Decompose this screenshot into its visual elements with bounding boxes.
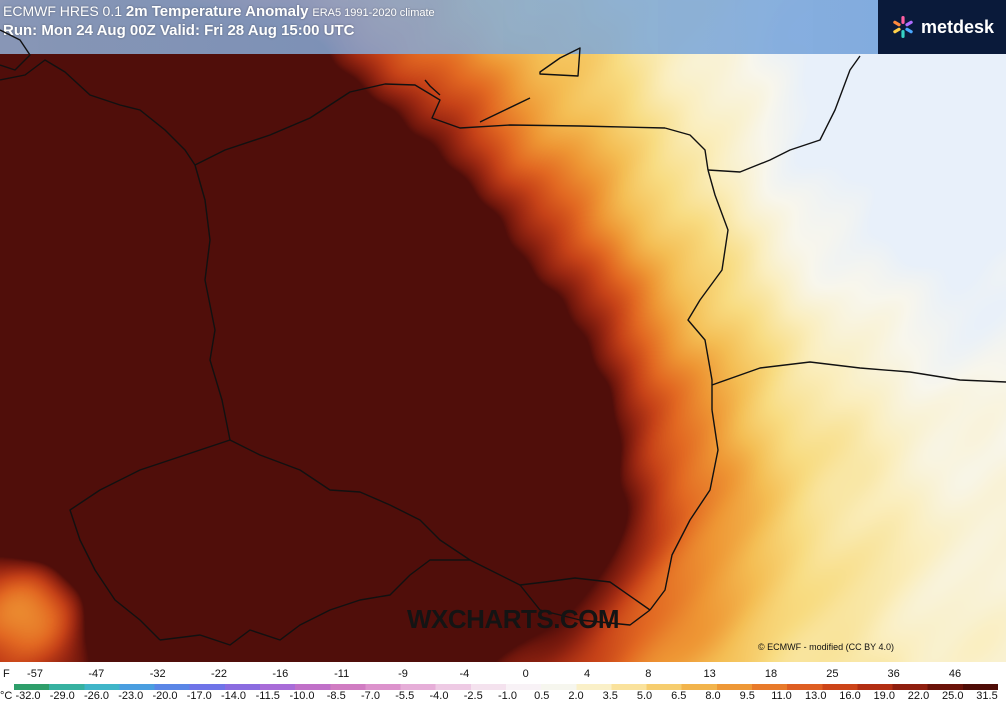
legend-tick-c-20: 8.0 (705, 690, 721, 702)
legend-tick-c-14: -1.0 (498, 690, 517, 702)
climate-reference: ERA5 1991-2020 climate (312, 7, 435, 19)
legend-tick-f-9: 4 (583, 668, 591, 680)
product-name: 2m Temperature Anomaly (125, 3, 309, 20)
legend-tick-f-13: 25 (826, 668, 839, 680)
legend-tick-c-6: -14.0 (220, 690, 247, 702)
legend-tick-f-11: 13 (703, 668, 716, 680)
legend-color-bar (14, 684, 998, 690)
legend-tick-f-15: 46 (948, 668, 962, 680)
legend-unit-f: F (3, 668, 10, 680)
hel-peninsula (424, 79, 441, 96)
run-valid-line: Run: Mon 24 Aug 00Z Valid: Fri 28 Aug 15… (3, 22, 355, 39)
legend-tick-c-26: 22.0 (907, 690, 930, 702)
legend-tick-c-23: 13.0 (805, 690, 827, 702)
legend-tick-f-7: -4 (459, 668, 470, 680)
model-name: ECMWF HRES 0.1 (3, 3, 123, 19)
legend-tick-c-13: -2.5 (463, 690, 483, 702)
belarus-border (687, 169, 729, 410)
legend-tick-f-0: -57 (27, 668, 43, 680)
legend-tick-c-8: -10.0 (289, 690, 315, 702)
legend-tick-c-9: -8.5 (326, 690, 346, 702)
german-coast (0, 59, 196, 166)
legend-tick-c-7: -11.5 (255, 690, 280, 702)
czech-german-border (69, 439, 231, 641)
danish-islands (0, 29, 31, 71)
title-line: ECMWF HRES 0.1 2m Temperature Anomaly ER… (3, 3, 435, 20)
legend-tick-f-12: 18 (764, 668, 778, 680)
header-bar: ECMWF HRES 0.1 2m Temperature Anomaly ER… (0, 0, 1006, 54)
legend-tick-c-27: 25.0 (942, 690, 964, 702)
legend-tick-c-2: -26.0 (83, 690, 110, 702)
legend-unit-c: °C (0, 690, 13, 702)
legend-tick-f-2: -32 (149, 668, 166, 680)
belarus-ukraine-border (711, 361, 1006, 386)
legend-tick-f-6: -9 (398, 668, 408, 680)
legend-tick-c-12: -4.0 (429, 690, 449, 702)
logo-text: metdesk (920, 16, 995, 37)
legend-tick-c-4: -20.0 (152, 690, 178, 702)
legend-tick-f-3: -22 (211, 668, 227, 680)
legend-tick-c-3: -23.0 (118, 690, 144, 702)
legend-tick-c-1: -29.0 (49, 690, 75, 702)
lithuania-border (707, 55, 861, 173)
german-polish-border (194, 164, 231, 441)
curonian-coast (539, 47, 581, 77)
legend-tick-f-10: 8 (645, 668, 652, 680)
legend-tick-c-25: 19.0 (873, 690, 895, 702)
legend-tick-c-19: 6.5 (671, 690, 687, 702)
legend-tick-c-5: -17.0 (186, 690, 212, 702)
legend-tick-c-15: 0.5 (534, 690, 550, 702)
legend-tick-c-0: -32.0 (15, 690, 41, 702)
baltic-coastline (194, 83, 666, 166)
vistula-spit (479, 97, 531, 123)
wxcharts-watermark: WXCHARTS.COM (407, 604, 620, 634)
country-borders (0, 29, 1006, 646)
legend-tick-c-22: 11.0 (771, 690, 792, 702)
legend-tick-c-16: 2.0 (568, 690, 584, 702)
legend-tick-f-4: -16 (272, 668, 289, 680)
legend-tick-c-10: -7.0 (361, 690, 380, 702)
metdesk-logo[interactable]: metdesk (878, 0, 1006, 54)
legend-tick-c-28: 31.5 (976, 690, 998, 702)
czech-austria-border (159, 559, 470, 646)
legend-tick-c-21: 9.5 (739, 690, 755, 702)
legend-tick-f-1: -47 (88, 668, 105, 680)
legend-tick-c-18: 5.0 (636, 690, 653, 702)
legend-tick-c-11: -5.5 (395, 690, 415, 702)
legend-tick-f-14: 36 (887, 668, 900, 680)
metdesk-star-icon (893, 16, 913, 38)
legend-tick-f-8: 0 (522, 668, 529, 680)
slovakia-border (519, 584, 651, 626)
ukraine-border (649, 409, 719, 611)
legend-tick-f-5: -11 (334, 668, 350, 680)
czech-polish-border (229, 439, 651, 611)
copyright-credit: © ECMWF - modified (CC BY 4.0) (758, 642, 894, 652)
legend-tick-c-24: 16.0 (839, 690, 861, 702)
legend-tick-c-17: 3.5 (602, 690, 618, 702)
kaliningrad-border (664, 127, 709, 171)
color-legend: F °C -57 -47 -32 -22 -16 -11 -9 -4 0 4 8 13 18 25 36 46… (0, 662, 1006, 704)
